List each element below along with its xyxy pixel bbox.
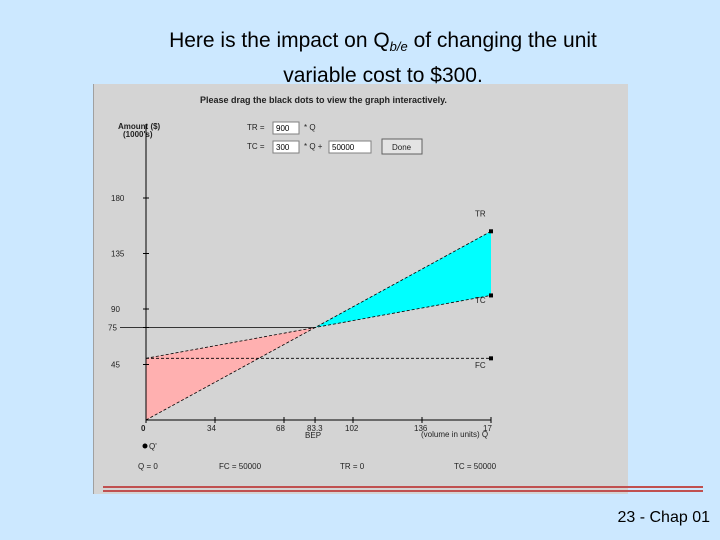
page-label: 23 - Chap 01 bbox=[617, 509, 710, 526]
x-tick-label: 136 bbox=[414, 424, 428, 433]
footer-rule-2 bbox=[103, 490, 703, 492]
tr-price-input[interactable] bbox=[272, 121, 300, 135]
y-axis-label-2: (1000's) bbox=[123, 130, 153, 139]
title-text: Here is the impact on Q bbox=[169, 29, 390, 52]
tr-label: TR bbox=[475, 210, 486, 219]
y-tick-label: 135 bbox=[111, 250, 125, 259]
title-line-1: Here is the impact on Qb/e of changing t… bbox=[0, 26, 720, 61]
q-prime-drag-dot bbox=[142, 443, 148, 449]
tc-equation-mid: * Q + bbox=[304, 142, 323, 151]
tr-equation-suffix: * Q bbox=[304, 123, 316, 132]
y-tick-label: 180 bbox=[111, 194, 125, 203]
y-tick-label: 75 bbox=[108, 324, 117, 333]
tc-variable-cost-input[interactable] bbox=[272, 140, 300, 154]
y-axis-label-1: Amount ($) bbox=[118, 122, 161, 131]
tr-drag-dot bbox=[489, 229, 493, 234]
tr-price-value: 900 bbox=[276, 124, 290, 133]
x-tick-label: 102 bbox=[345, 424, 359, 433]
x-tick-label: 83.3 bbox=[307, 424, 323, 433]
done-button[interactable] bbox=[381, 138, 423, 155]
title-subscript: b/e bbox=[389, 39, 408, 54]
title-line-2: variable cost to $300. bbox=[283, 64, 483, 87]
tc-line bbox=[145, 295, 492, 359]
q-prime-label: Q' bbox=[149, 442, 157, 451]
volume-axis-label: (volume in units) Q bbox=[421, 430, 488, 439]
instruction-text: Please drag the black dots to view the g… bbox=[200, 95, 447, 105]
fixed-cost-input[interactable] bbox=[328, 140, 372, 154]
break-even-chart: Please drag the black dots to view the g… bbox=[108, 95, 497, 471]
x-tick-label: 34 bbox=[207, 424, 216, 433]
x-tick-label: 17 bbox=[483, 424, 492, 433]
tc-variable-cost-value: 300 bbox=[276, 143, 290, 152]
bep-label: BEP bbox=[305, 431, 321, 440]
x-tick-label: 68 bbox=[276, 424, 285, 433]
fc-label: FC bbox=[475, 361, 486, 370]
tc-drag-dot bbox=[489, 293, 493, 298]
done-button-label: Done bbox=[392, 143, 412, 152]
tc-equation-label: TC = bbox=[247, 142, 265, 151]
slide-title: Here is the impact on Qb/e of changing t… bbox=[0, 26, 720, 90]
tr-equation-label: TR = bbox=[247, 123, 265, 132]
footer-rule-1 bbox=[103, 486, 703, 488]
title-text-suffix: of changing the unit bbox=[407, 29, 597, 52]
break-even-applet: Please drag the black dots to view the g… bbox=[93, 84, 628, 494]
y-tick-label: 90 bbox=[111, 305, 120, 314]
tc-label: TC bbox=[475, 296, 486, 305]
fixed-cost-value: 50000 bbox=[332, 143, 355, 152]
status-fc: FC = 50000 bbox=[219, 462, 262, 471]
x-tick-label: 0 bbox=[141, 424, 146, 433]
status-tr: TR = 0 bbox=[340, 462, 365, 471]
status-tc: TC = 50000 bbox=[454, 462, 497, 471]
y-tick-label: 45 bbox=[111, 361, 120, 370]
fc-drag-dot bbox=[489, 356, 493, 361]
status-q: Q = 0 bbox=[138, 462, 158, 471]
tr-line bbox=[145, 230, 492, 421]
